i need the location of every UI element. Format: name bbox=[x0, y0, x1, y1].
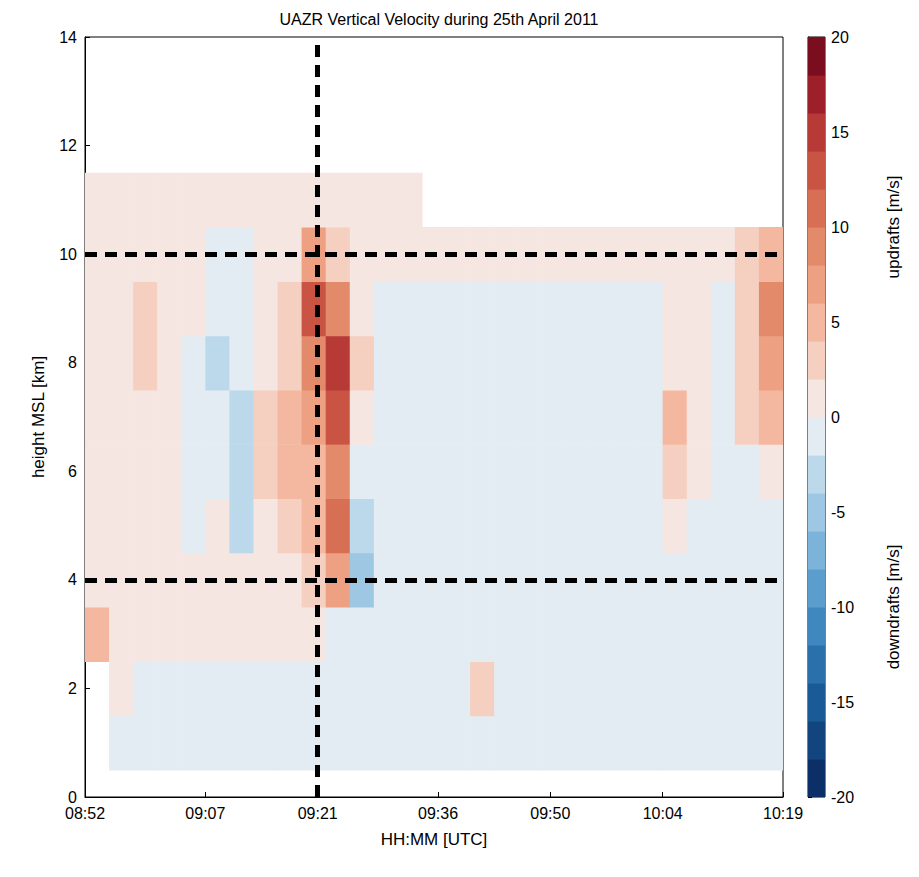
svg-text:09:07: 09:07 bbox=[185, 805, 225, 822]
svg-text:08:52: 08:52 bbox=[65, 805, 105, 822]
svg-text:0: 0 bbox=[831, 409, 840, 426]
svg-text:-15: -15 bbox=[831, 694, 854, 711]
svg-text:12: 12 bbox=[59, 137, 77, 154]
svg-text:10:04: 10:04 bbox=[643, 805, 683, 822]
svg-text:2: 2 bbox=[68, 680, 77, 697]
svg-text:-20: -20 bbox=[831, 789, 854, 806]
svg-text:0: 0 bbox=[68, 789, 77, 806]
svg-text:height MSL [km]: height MSL [km] bbox=[29, 356, 48, 478]
svg-text:14: 14 bbox=[59, 29, 77, 46]
svg-text:10: 10 bbox=[59, 246, 77, 263]
svg-text:4: 4 bbox=[68, 571, 77, 588]
svg-text:8: 8 bbox=[68, 354, 77, 371]
svg-text:20: 20 bbox=[831, 29, 849, 46]
svg-text:15: 15 bbox=[831, 124, 849, 141]
svg-text:10:19: 10:19 bbox=[763, 805, 803, 822]
svg-text:downdrafts [m/s]: downdrafts [m/s] bbox=[884, 545, 903, 670]
svg-text:updrafts [m/s]: updrafts [m/s] bbox=[884, 176, 903, 279]
svg-text:-5: -5 bbox=[831, 504, 845, 521]
svg-text:09:21: 09:21 bbox=[298, 805, 338, 822]
svg-text:09:50: 09:50 bbox=[530, 805, 570, 822]
svg-text:HH:MM [UTC]: HH:MM [UTC] bbox=[381, 830, 488, 849]
svg-text:5: 5 bbox=[831, 314, 840, 331]
svg-text:09:36: 09:36 bbox=[418, 805, 458, 822]
svg-text:10: 10 bbox=[831, 219, 849, 236]
svg-text:6: 6 bbox=[68, 463, 77, 480]
svg-text:-10: -10 bbox=[831, 599, 854, 616]
svg-text:UAZR Vertical Velocity during: UAZR Vertical Velocity during 25th April… bbox=[280, 11, 599, 28]
